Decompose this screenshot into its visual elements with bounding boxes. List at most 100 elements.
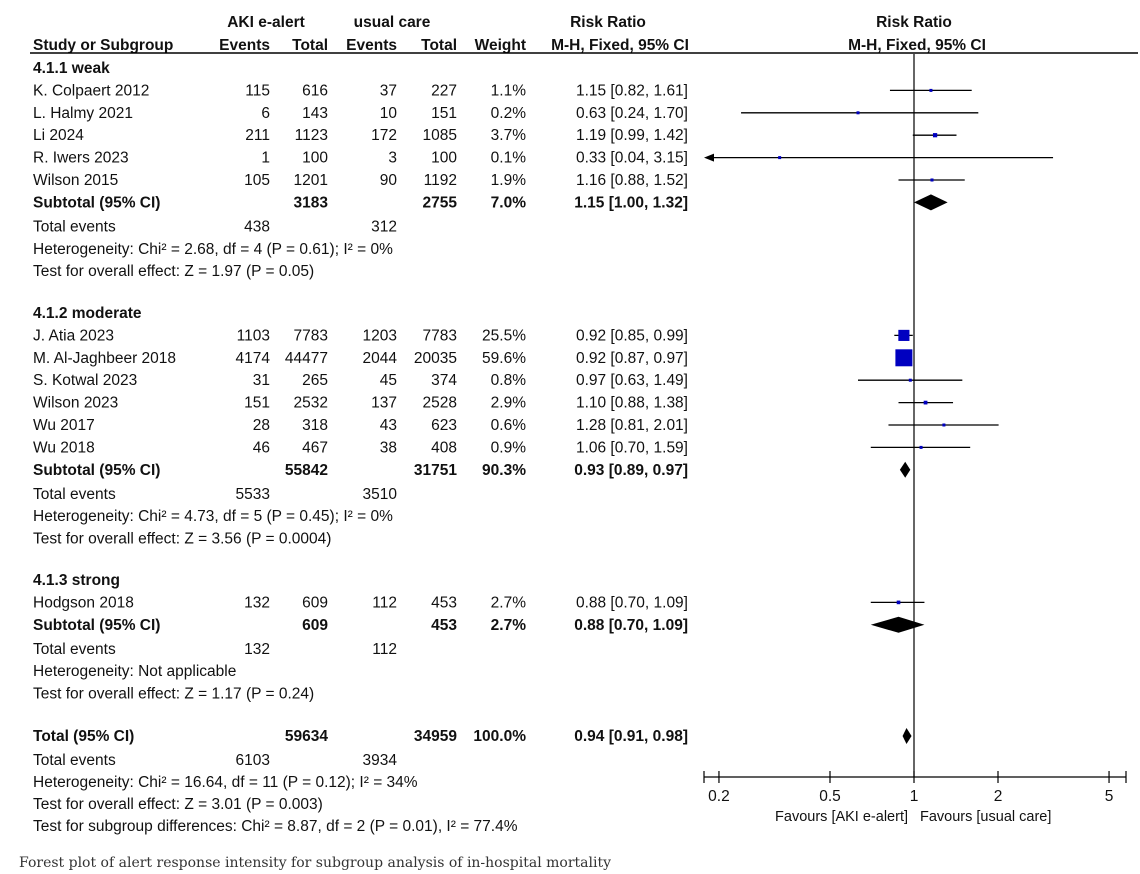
x-tick-label: 5 <box>1105 788 1114 805</box>
subgroup-3-heterogeneity: Heterogeneity: Not applicable <box>33 663 236 680</box>
subgroup-3-study-1-ci: 0.88 [0.70, 1.09] <box>576 594 688 611</box>
subgroup-1-study-5-total-1: 1201 <box>294 172 328 189</box>
subgroup-1-study-5-weight: 1.9% <box>491 172 527 189</box>
subgroup-2-study-3-name: S. Kotwal 2023 <box>33 372 137 389</box>
subgroup-1-study-5-ci: 1.16 [0.88, 1.52] <box>576 172 688 189</box>
subgroup-2-study-1-point <box>898 329 910 341</box>
subgroup-2-study-5-name: Wu 2017 <box>33 417 95 434</box>
subgroup-2-study-1-events-1: 1103 <box>237 327 270 344</box>
table-row: R. Iwers 2023 1 100 3 100 0.1% 0.33 [0.04, 3.1… <box>33 150 688 167</box>
subgroup-1-study-2-point <box>856 111 860 115</box>
subgroup-1-study-4-ci-arrow-left <box>704 153 714 162</box>
total-total-2: 34959 <box>414 728 457 745</box>
subgroup-1-subtotal-total-1: 3183 <box>294 194 329 211</box>
subgroup-3-overall-effect: Test for overall effect: Z = 1.17 (P = 0… <box>33 686 314 703</box>
subgroup-1-study-3-point <box>932 133 938 138</box>
subgroup-3-subtotal-diamond <box>870 616 925 633</box>
subgroup-1-study-4-total-2: 100 <box>431 150 457 167</box>
total-diamond <box>902 728 912 744</box>
plot-area <box>704 54 1054 777</box>
subgroup-3-study-1-weight: 2.7% <box>491 594 527 611</box>
subgroup-1-study-5-events-2: 90 <box>380 172 398 189</box>
subgroup-2-total-events-1: 5533 <box>236 486 270 503</box>
subgroup-2-study-1-total-2: 7783 <box>423 327 457 344</box>
subgroup-2-study-6-weight: 0.9% <box>491 439 527 456</box>
overall-total: Total (95% CI) 59634 34959 100.0% 0.94 [0.91… <box>33 728 688 835</box>
subgroup-2-subtotal-total-1: 55842 <box>285 462 328 479</box>
subgroup-1-study-4-events-2: 3 <box>388 150 397 167</box>
header-events-2: Events <box>346 37 397 54</box>
subgroup-2-total-events-2: 3510 <box>363 486 398 503</box>
subgroup-2-study-2-events-1: 4174 <box>236 350 271 367</box>
subgroup-1-subtotal-total-2: 2755 <box>423 194 458 211</box>
subgroup-2-study-5-point <box>942 423 946 427</box>
subgroup-2: 4.1.2 moderate J. Atia 2023 1103 7783 1203 77… <box>33 305 688 548</box>
x-axis: 0.2 0.5 1 2 5 <box>703 771 1127 805</box>
subgroup-3-study-1-total-2: 453 <box>431 594 457 611</box>
figure-caption: Forest plot of alert response intensity … <box>19 855 611 871</box>
subgroup-1-study-1-name: K. Colpaert 2012 <box>33 82 149 99</box>
table-row: K. Colpaert 2012 115 616 37 227 1.1% 1.15 [0.8… <box>33 82 688 99</box>
x-tick-label: 1 <box>910 788 919 805</box>
subgroup-1-overall-effect: Test for overall effect: Z = 1.97 (P = 0… <box>33 263 314 280</box>
subgroup-3-subtotal-total-2: 453 <box>431 617 457 634</box>
x-tick-label: 0.2 <box>708 788 730 805</box>
subgroup-2-study-4-name: Wilson 2023 <box>33 395 118 412</box>
x-tick-label: 0.5 <box>819 788 841 805</box>
subgroup-2-heterogeneity: Heterogeneity: Chi² = 4.73, df = 5 (P = … <box>33 508 393 525</box>
subgroup-2-study-2-events-2: 2044 <box>363 350 398 367</box>
subgroup-3-study-1-events-2: 112 <box>372 594 397 611</box>
subgroup-2-study-4-weight: 2.9% <box>491 395 527 412</box>
table-row: Li 2024 211 1123 172 1085 3.7% 1.19 [0.99, 1.4… <box>33 127 688 144</box>
subgroup-1-study-5-total-2: 1192 <box>424 172 457 189</box>
subgroup-1-total-events-label: Total events <box>33 218 116 235</box>
subgroup-2-study-6-total-1: 467 <box>302 439 328 456</box>
subgroup-2-study-6-name: Wu 2018 <box>33 439 95 456</box>
subgroup-1-study-2-events-2: 10 <box>380 105 398 122</box>
subgroup-1-study-2-name: L. Halmy 2021 <box>33 105 133 122</box>
subgroup-1-study-1-ci: 1.15 [0.82, 1.61] <box>576 82 688 99</box>
subgroup-3: 4.1.3 strong Hodgson 2018 132 609 112 453 2.7%… <box>33 572 688 703</box>
total-heterogeneity: Heterogeneity: Chi² = 16.64, df = 11 (P … <box>33 774 418 791</box>
subgroup-1-subtotal-diamond <box>914 194 948 211</box>
subgroup-2-study-1-total-1: 7783 <box>294 327 328 344</box>
subgroup-1-study-3-total-1: 1123 <box>295 127 328 144</box>
subgroup-1-study-1-events-2: 37 <box>380 82 397 99</box>
subgroup-3-study-1-point <box>896 600 901 605</box>
subgroup-3-subtotal-total-1: 609 <box>302 617 328 634</box>
total-events-label: Total events <box>33 752 116 769</box>
x-tick-label: 2 <box>994 788 1003 805</box>
subgroup-1-study-1-events-1: 115 <box>245 82 270 99</box>
total-events-1: 6103 <box>236 752 270 769</box>
header-group2: usual care <box>354 14 431 31</box>
subgroup-1-study-4-point <box>778 156 782 160</box>
subgroup-2-subtotal-total-2: 31751 <box>414 462 457 479</box>
subgroup-1-study-3-name: Li 2024 <box>33 127 84 144</box>
subgroup-2-study-3-point <box>908 378 912 382</box>
subgroup-2-study-3-events-1: 31 <box>253 372 270 389</box>
subgroup-2-study-5-total-1: 318 <box>302 417 328 434</box>
subgroup-2-subtotal-weight: 90.3% <box>482 462 526 479</box>
subgroup-3-total-events-label: Total events <box>33 641 116 658</box>
total-overall-effect: Test for overall effect: Z = 3.01 (P = 0… <box>33 796 323 813</box>
subgroup-2-study-1-name: J. Atia 2023 <box>33 327 114 344</box>
subgroup-2-study-6-total-2: 408 <box>431 439 457 456</box>
subgroup-2-study-3-events-2: 45 <box>380 372 397 389</box>
header-events-1: Events <box>219 37 270 54</box>
subgroup-1-study-3-events-1: 211 <box>245 127 270 144</box>
subgroup-2-study-2-total-1: 44477 <box>285 350 328 367</box>
subgroup-2-study-2-total-2: 20035 <box>414 350 457 367</box>
subgroup-1-study-1-weight: 1.1% <box>491 82 527 99</box>
table-row: Wu 2018 46 467 38 408 0.9% 1.06 [0.70, 1.59] <box>33 439 688 456</box>
subgroup-2-study-2-point <box>895 349 913 367</box>
subgroup-2-subtotal-diamond <box>899 461 911 478</box>
subgroup-2-study-5-ci: 1.28 [0.81, 2.01] <box>576 417 688 434</box>
subgroup-3-study-1-events-1: 132 <box>244 594 270 611</box>
table-row: L. Halmy 2021 6 143 10 151 0.2% 0.63 [0.24, 1.… <box>33 105 688 122</box>
header-method-table: M-H, Fixed, 95% CI <box>551 37 689 54</box>
subgroup-1-study-3-weight: 3.7% <box>491 127 527 144</box>
subgroup-2-study-3-ci: 0.97 [0.63, 1.49] <box>576 372 688 389</box>
subgroup-2-study-6-ci: 1.06 [0.70, 1.59] <box>576 439 688 456</box>
subgroup-2-study-2-weight: 59.6% <box>482 350 526 367</box>
